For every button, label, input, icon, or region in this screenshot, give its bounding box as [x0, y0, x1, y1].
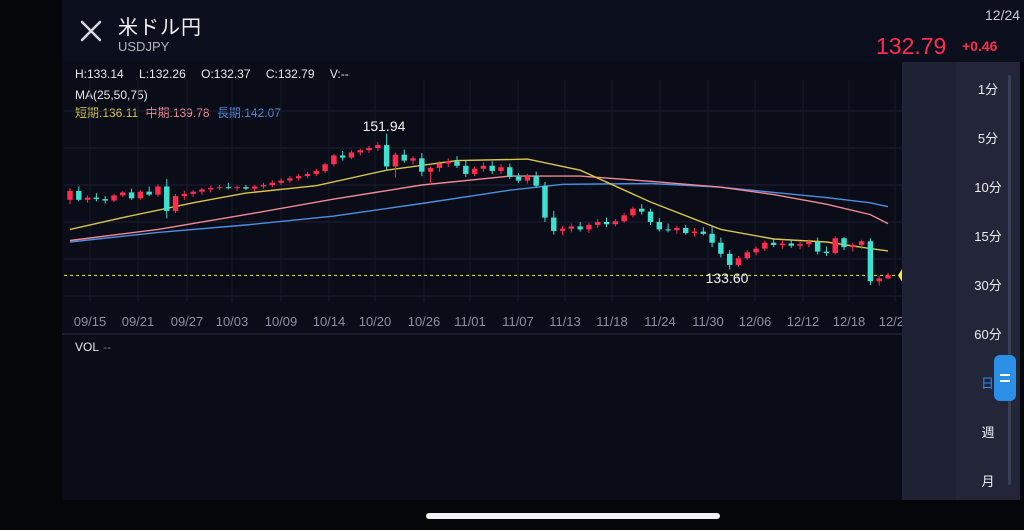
timeframe-9[interactable]: 月 — [981, 474, 995, 489]
slider-handle-icon — [1000, 380, 1010, 382]
volume-value: V:-- — [329, 67, 349, 81]
symbol-label: USDJPY — [118, 39, 170, 54]
slider-handle-icon — [1000, 374, 1010, 376]
ma-title: MA(25,50,75) — [75, 88, 148, 102]
timeframe-slider-track — [1008, 75, 1011, 485]
ma-mid-value: 中期:139.78 — [145, 106, 210, 120]
price-axis-panel — [902, 62, 956, 500]
close-icon — [80, 20, 102, 42]
high-value: H:133.14 — [75, 67, 124, 81]
page-title: 米ドル円 — [118, 17, 202, 39]
timeframe-4[interactable]: 15分 — [974, 229, 1002, 244]
timeframe-2[interactable]: 5分 — [977, 131, 999, 146]
ma-short-value: 短期:136.11 — [75, 106, 139, 120]
timeframe-5[interactable]: 30分 — [974, 278, 1002, 293]
volume-dash: -- — [103, 340, 112, 354]
volume-label: VOL — [75, 340, 100, 354]
timeframe-slider-handle[interactable] — [994, 355, 1016, 401]
ma-values: 短期:136.11 中期:139.78 長期:142.07 — [75, 104, 285, 121]
timeframe-3[interactable]: 10分 — [974, 180, 1002, 195]
home-indicator[interactable] — [426, 513, 720, 519]
low-value: L:132.26 — [139, 67, 186, 81]
ma-long-value: 長期:142.07 — [216, 106, 281, 120]
header-bar — [62, 0, 1024, 62]
chart-area[interactable] — [62, 62, 902, 500]
timeframe-6[interactable]: 60分 — [974, 327, 1002, 342]
ohlc-readout: H:133.14 L:132.26 O:132.37 C:132.79 V:-- — [75, 67, 361, 81]
timeframe-1[interactable]: 1分 — [977, 82, 999, 97]
timeframe-7[interactable]: 日 — [981, 376, 995, 391]
volume-panel-label: VOL -- — [75, 340, 111, 354]
price-change: +0.46 — [962, 38, 998, 54]
date-label: 12/24 — [985, 7, 1021, 23]
current-price: 132.79 — [876, 33, 947, 59]
open-value: O:132.37 — [201, 67, 251, 81]
close-value: C:132.79 — [265, 67, 315, 81]
close-button[interactable] — [76, 16, 106, 46]
timeframe-8[interactable]: 週 — [981, 425, 995, 440]
